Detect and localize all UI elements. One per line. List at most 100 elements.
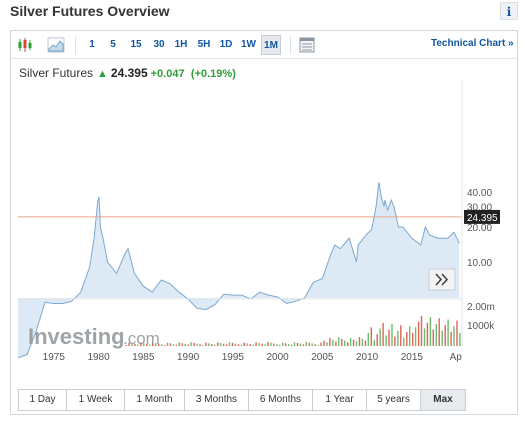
interval-30[interactable]: 30 [153, 39, 165, 50]
x-tick-label: 2000 [266, 352, 289, 363]
range-5-years[interactable]: 5 years [367, 390, 421, 410]
volume-bar [420, 316, 423, 346]
volume-bar [305, 342, 307, 346]
volume-bar [367, 332, 369, 346]
volume-bar [273, 343, 275, 346]
chart-frame: 1 5 15 30 1H 5H 1D 1W 1M Technical Chart… [10, 30, 518, 415]
interval-1[interactable]: 1 [89, 39, 95, 50]
volume-bar [403, 337, 405, 346]
volume-bar [252, 344, 254, 346]
volume-bar [450, 331, 452, 346]
volume-bar [290, 344, 293, 346]
y-tick-label: 10.00 [467, 258, 492, 269]
area-chart-icon[interactable] [46, 35, 66, 55]
volume-bar [370, 327, 372, 346]
volume-bar [261, 343, 263, 346]
volume-bar [149, 344, 151, 346]
range-1-year[interactable]: 1 Year [313, 390, 367, 410]
volume-bar [246, 343, 248, 346]
widget-title: Silver Futures Overview [10, 3, 170, 19]
range-1-week[interactable]: 1 Week [67, 390, 125, 410]
volume-bar [311, 343, 313, 346]
volume-bar [412, 332, 414, 346]
price-change-percent: (+0.19%) [190, 68, 236, 80]
interval-1w[interactable]: 1W [241, 39, 256, 50]
volume-bar [358, 337, 361, 346]
volume-bar [255, 342, 257, 346]
volume-bar [314, 344, 316, 346]
volume-bar [323, 340, 325, 346]
range-1-month[interactable]: 1 Month [125, 390, 185, 410]
last-price-tag [464, 209, 500, 224]
interval-15[interactable]: 15 [130, 39, 142, 50]
range-max[interactable]: Max [421, 390, 465, 410]
interval-1d[interactable]: 1D [219, 39, 233, 50]
volume-bar [276, 344, 278, 346]
volume-bar [329, 337, 331, 346]
volume-bar [190, 342, 192, 346]
x-tick-label: 2010 [356, 352, 379, 363]
table-view-icon[interactable] [298, 35, 316, 55]
volume-bar [166, 342, 169, 346]
volume-bar [225, 344, 228, 346]
volume-bar [243, 342, 245, 346]
x-tick-label: 1975 [43, 352, 66, 363]
interval-1h[interactable]: 1H [174, 39, 188, 50]
range-3-months[interactable]: 3 Months [185, 390, 249, 410]
instrument-name: Silver Futures [19, 66, 94, 80]
volume-bar [228, 342, 231, 346]
volume-bar [432, 329, 434, 346]
double-chevron-right-icon[interactable] [428, 268, 456, 291]
volume-bar [409, 326, 411, 346]
volume-bar [287, 343, 290, 346]
price-line [17, 182, 460, 359]
volume-bar [222, 343, 225, 346]
volume-bar [202, 344, 204, 346]
volume-bar [199, 344, 201, 346]
y-tick-label: 20.00 [467, 223, 492, 234]
volume-bar [414, 327, 417, 346]
range-selector: 1 Day 1 Week 1 Month 3 Months 6 Months 1… [18, 389, 466, 411]
range-1-day[interactable]: 1 Day [19, 390, 67, 410]
volume-bar [299, 343, 302, 346]
x-tick-label: 2015 [401, 352, 424, 363]
last-price: 24.395 [110, 66, 148, 80]
volume-bar [435, 323, 437, 346]
volume-bars [125, 316, 461, 346]
volume-bar [444, 325, 446, 346]
interval-5h[interactable]: 5H [197, 39, 211, 50]
chart-toolbar: 1 5 15 30 1H 5H 1D 1W 1M Technical Chart… [11, 31, 517, 59]
volume-bar [302, 344, 305, 346]
x-tick-label: 1995 [222, 352, 245, 363]
volume-bar [344, 340, 346, 346]
info-icon[interactable]: i [500, 2, 518, 20]
volume-bar [400, 325, 402, 346]
volume-bar [456, 320, 458, 346]
volume-tick-label: 2.00m [467, 302, 495, 313]
volume-tick-label: 1000k [467, 321, 495, 332]
technical-chart-link[interactable]: Technical Chart » [431, 38, 514, 49]
interval-5[interactable]: 5 [110, 39, 116, 50]
volume-bar [429, 317, 432, 346]
volume-bar [459, 333, 461, 346]
candlestick-icon[interactable] [16, 35, 34, 55]
volume-bar [406, 332, 408, 346]
y-tick-label: 40.00 [467, 188, 492, 199]
volume-bar [264, 344, 266, 346]
volume-bar [397, 330, 399, 346]
volume-bar [364, 340, 367, 346]
volume-bar [169, 343, 172, 346]
volume-bar [211, 344, 213, 346]
volume-bar [163, 344, 166, 346]
interval-1m[interactable]: 1M [261, 35, 281, 55]
volume-bar [355, 341, 358, 346]
volume-bar [382, 322, 384, 346]
volume-bar [267, 342, 269, 346]
volume-bar [284, 343, 287, 346]
investing-watermark-suffix: .com [123, 329, 160, 348]
volume-bar [234, 343, 237, 346]
volume-bar [187, 344, 189, 346]
price-area [18, 182, 460, 358]
range-6-months[interactable]: 6 Months [249, 390, 313, 410]
